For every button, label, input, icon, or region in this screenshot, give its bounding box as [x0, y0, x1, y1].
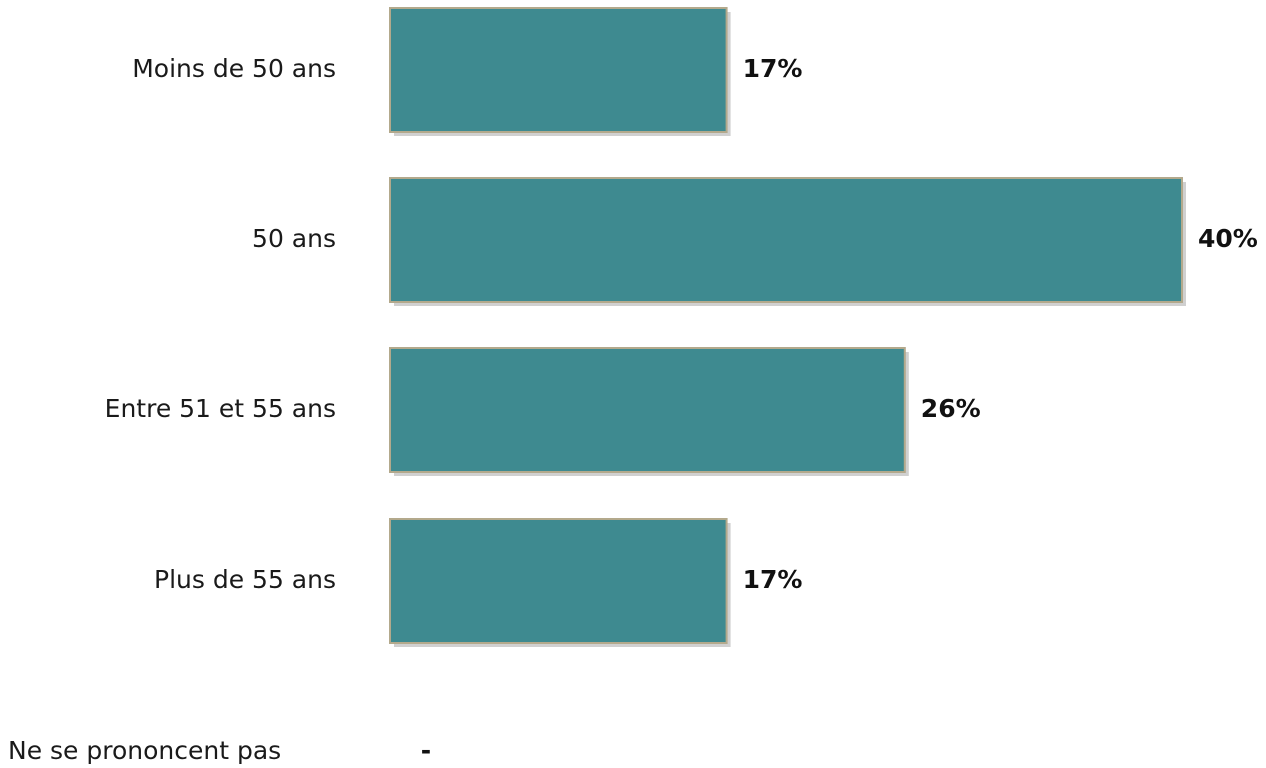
data-label: - — [421, 736, 431, 765]
data-label: 40% — [1198, 224, 1258, 253]
bar — [389, 347, 906, 473]
category-label: Moins de 50 ans — [132, 54, 336, 83]
category-label: 50 ans — [252, 224, 336, 253]
bar — [389, 518, 728, 644]
data-label: 17% — [743, 565, 803, 594]
category-label: Entre 51 et 55 ans — [105, 394, 336, 423]
data-label: 26% — [921, 394, 981, 423]
labels-layer: Moins de 50 ans 17% 50 ans 40% Entre 51 et 5… — [8, 54, 1258, 765]
bar — [389, 177, 1183, 303]
bar — [389, 7, 728, 133]
category-label: Ne se prononcent pas — [8, 736, 281, 765]
category-label: Plus de 55 ans — [154, 565, 336, 594]
data-label: 17% — [743, 54, 803, 83]
bars-layer — [389, 7, 1186, 647]
